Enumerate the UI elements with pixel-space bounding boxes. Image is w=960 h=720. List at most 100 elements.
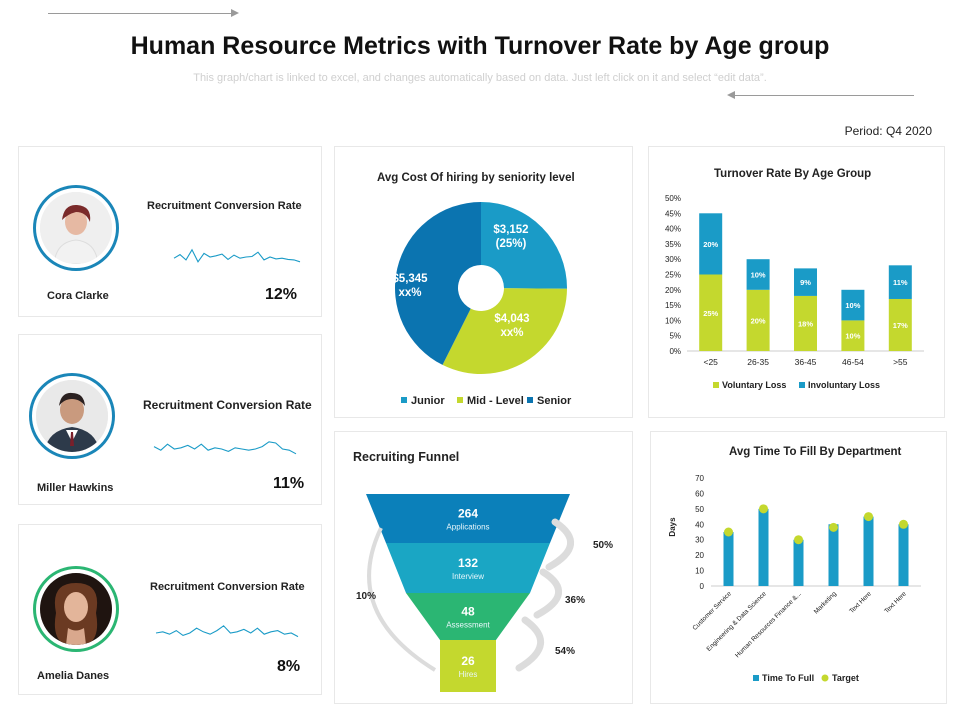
funnel-stage-label: Interview [452, 572, 484, 581]
funnel-stage-value: 48 [461, 605, 475, 619]
legend-swatch [401, 397, 407, 403]
legend-swatch [527, 397, 533, 403]
x-tick-label: 46-54 [842, 357, 864, 367]
bar-data-label: 25% [703, 309, 718, 318]
bar-segment [841, 289, 865, 321]
legend-label: Time To Full [762, 673, 814, 683]
recruitment-label: Recruitment Conversion Rate [147, 200, 302, 212]
person-name: Cora Clarke [47, 290, 109, 302]
y-tick-label: 45% [665, 209, 681, 218]
legend-swatch [713, 382, 719, 388]
bar-segment [699, 274, 723, 351]
slice-value-label: $4,043 [494, 313, 529, 325]
turnover-stacked-bar-chart: 0% 5% 10% 15% 20% 25% 30% 35% 40% 45% 50% 25% 20% <25… [665, 194, 924, 390]
y-tick-label: 20 [695, 551, 704, 560]
avatar-amelia-danes [40, 573, 112, 645]
legend-label: Target [832, 673, 859, 683]
person-name: Miller Hawkins [37, 482, 114, 494]
hiring-cost-title: Avg Cost Of hiring by seniority level [377, 172, 575, 184]
sparkline-path [155, 625, 299, 638]
hiring-cost-donut-chart: $3,152 (25%) $4,043 xx% $5,345 xx% Junior Mid -… [392, 202, 572, 407]
slice-pct-label: xx% [398, 287, 421, 299]
bar-segment [794, 268, 817, 296]
time-to-fill-title: Avg Time To Fill By Department [729, 446, 902, 458]
y-tick-label: 30% [665, 255, 681, 264]
funnel-stage [440, 640, 496, 692]
funnel-stage-label: Assessment [446, 621, 490, 630]
x-tick-label: Human Resources Finance &... [734, 590, 803, 659]
slice-pct-label: xx% [500, 327, 523, 339]
y-tick-label: 25% [665, 271, 681, 280]
top-decor-arrow-icon [231, 9, 239, 17]
subtitle-decor-arrow-icon [727, 91, 735, 99]
bar-segment [794, 295, 817, 351]
y-tick-label: 35% [665, 240, 681, 249]
bar-data-label: 10% [751, 271, 766, 280]
top-decor-line [48, 13, 232, 14]
target-marker [864, 512, 873, 522]
legend-swatch [821, 674, 829, 682]
funnel-stage-value: 264 [458, 507, 478, 521]
hiring-cost-card: Avg Cost Of hiring by seniority level $3… [334, 146, 633, 418]
bar-data-label: 17% [893, 321, 908, 330]
bar-data-label: 20% [703, 240, 718, 249]
bar-segment [746, 289, 770, 351]
recruiting-funnel-card: Recruiting Funnel 264 Applications 132 Inte… [334, 431, 633, 704]
legend-swatch [457, 397, 463, 403]
bar-time-to-full [828, 524, 839, 586]
slice-value-label: $3,152 [493, 224, 528, 236]
y-tick-label: 10% [665, 316, 681, 325]
funnel-stage-value: 26 [461, 654, 475, 668]
recruitment-value: 11% [273, 475, 305, 492]
legend-label: Involuntary Loss [808, 380, 880, 390]
recruitment-label: Recruitment Conversion Rate [150, 581, 305, 593]
bar-segment [888, 298, 912, 351]
y-tick-label: 0% [669, 347, 681, 356]
bar-time-to-full [863, 516, 874, 586]
funnel-stage-label: Applications [446, 523, 489, 532]
recruitment-label: Recruitment Conversion Rate [143, 398, 312, 412]
donut-slice-senior [395, 202, 481, 365]
person-portrait-icon [40, 192, 112, 264]
turnover-title: Turnover Rate By Age Group [714, 168, 872, 180]
bar-time-to-full [723, 532, 734, 586]
x-tick-label: Engineering & Data Science [705, 590, 768, 653]
target-marker [899, 519, 908, 529]
funnel-stage-label: Hires [459, 670, 478, 679]
y-tick-label: 70 [695, 474, 704, 483]
sparkline-path [173, 248, 301, 263]
person-portrait-icon [36, 380, 108, 452]
recruitment-sparkline [173, 248, 301, 263]
y-tick-label: 50 [695, 505, 704, 514]
legend-swatch [799, 382, 805, 388]
avatar-ring [29, 373, 115, 459]
bar-time-to-full [898, 524, 909, 586]
funnel-stage-value: 132 [458, 556, 478, 570]
y-tick-label: 5% [669, 332, 681, 341]
page-title: Human Resource Metrics with Turnover Rat… [130, 32, 830, 60]
person-card-amelia-danes: Amelia Danes Recruitment Conversion Rate… [18, 524, 322, 695]
funnel-stage [386, 543, 550, 593]
slice-pct-label: (25%) [496, 238, 527, 250]
person-card-cora-clarke: Cora Clarke Recruitment Conversion Rate … [18, 146, 322, 317]
recruitment-sparkline [155, 625, 299, 638]
x-tick-label: 26-35 [747, 357, 769, 367]
y-tick-label: 40% [665, 225, 681, 234]
y-tick-label: 40 [695, 520, 704, 529]
sparkline-path [153, 441, 297, 455]
recruitment-value: 12% [265, 286, 298, 303]
avatar-ring [33, 185, 119, 271]
y-axis-label: Days [668, 517, 677, 537]
donut-slice-mid-level [442, 288, 567, 374]
person-card-miller-hawkins: Miller Hawkins Recruitment Conversion Ra… [18, 334, 322, 505]
recruiting-funnel-chart: 264 Applications 132 Interview 48 Assessment 2… [356, 494, 613, 692]
y-tick-label: 30 [695, 536, 704, 545]
avatar-miller-hawkins [36, 380, 108, 452]
target-marker [829, 522, 838, 532]
x-tick-label: Marketing [813, 590, 838, 615]
bar-data-label: 11% [893, 278, 908, 287]
bar-segment [841, 320, 865, 351]
target-marker [794, 535, 803, 545]
x-tick-label: >55 [893, 357, 908, 367]
